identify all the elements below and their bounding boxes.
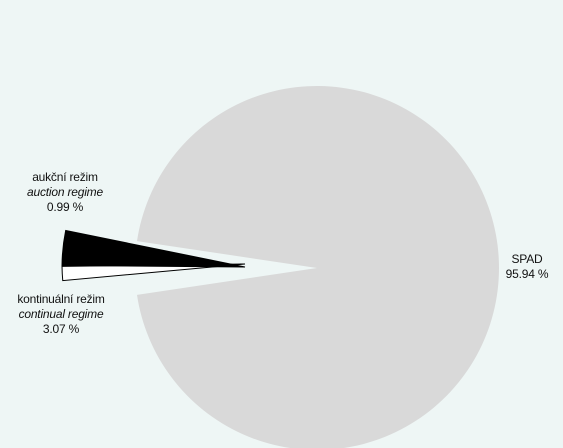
spad-value: 95.94 % (505, 267, 549, 281)
continual-regime-value: 3.07 % (42, 322, 80, 336)
auction-regime-label-en: auction regime (27, 185, 103, 199)
pie-slice-spad (137, 86, 499, 448)
spad-label: SPAD (511, 252, 543, 266)
continual-regime-label-en: continual regime (18, 307, 104, 321)
auction-regime-value: 0.99 % (46, 200, 84, 214)
pie-slice-continual-regime (61, 229, 246, 268)
auction-regime-label-cz: aukční režim (32, 170, 98, 184)
continual-regime-label-cz: kontinuální režim (17, 292, 105, 306)
label-spad: SPAD 95.94 % (496, 252, 558, 282)
pie-slice-auction-regime (61, 263, 246, 282)
label-auction-regime: aukční režim auction regime 0.99 % (10, 170, 120, 215)
label-continual-regime: kontinuální režim continual regime 3.07 … (2, 292, 120, 337)
